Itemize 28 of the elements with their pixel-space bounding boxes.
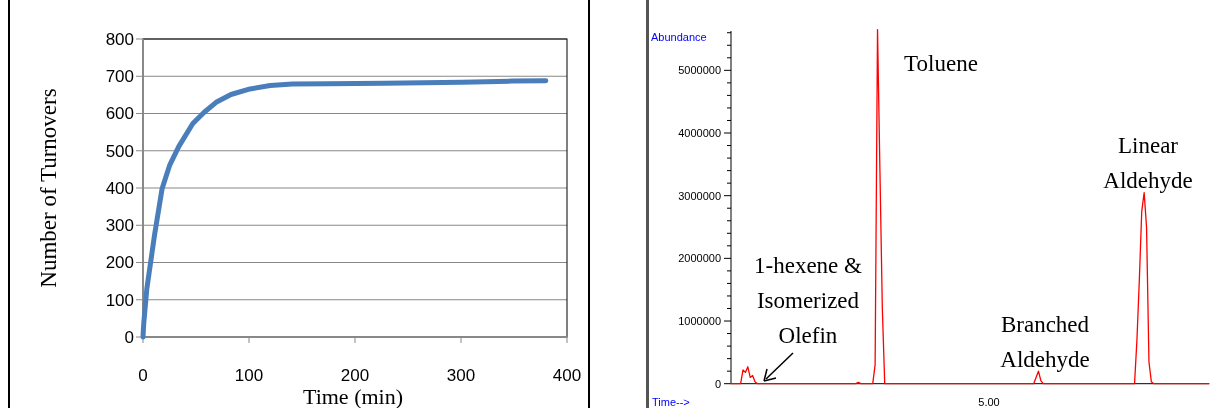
annotation: 1-hexene & Isomerized Olefin — [754, 253, 863, 348]
annotation: Toluene — [904, 51, 978, 76]
y-tick-label: 5000000 — [678, 64, 721, 77]
x-tick-label: 300 — [446, 366, 476, 385]
y-tick-label: 500 — [105, 141, 134, 161]
x-axis-title: Time--> — [652, 396, 690, 408]
y-tick-label: 4000000 — [678, 126, 721, 139]
x-tick-label: 400 — [552, 366, 582, 385]
y-tick-label: 800 — [105, 29, 134, 49]
annotation: Linear Aldehyde — [1103, 133, 1193, 193]
y-tick-label: 400 — [105, 178, 134, 198]
y-tick-label: 100 — [105, 290, 134, 310]
y-tick-label: 200 — [105, 253, 134, 273]
y-tick-label: 0 — [124, 327, 134, 347]
x-tick-label: 0 — [138, 366, 148, 385]
x-tick-label: 200 — [340, 366, 370, 385]
y-axis-title: Abundance — [651, 31, 707, 43]
y-tick-label: 2000000 — [678, 252, 721, 265]
x-tick-label: 100 — [234, 366, 264, 385]
y-tick-label: 1000000 — [678, 314, 721, 327]
y-tick-label: 3000000 — [678, 189, 721, 202]
annotation: Branched Aldehyde — [1000, 312, 1090, 372]
x-axis-title: Time (min) — [302, 384, 404, 408]
y-tick-label: 300 — [105, 216, 134, 236]
y-axis-title: Number of Turnovers — [36, 88, 61, 288]
y-tick-label: 600 — [105, 104, 134, 124]
text: 5.00 — [978, 396, 1000, 408]
y-tick-label: 700 — [105, 67, 134, 87]
